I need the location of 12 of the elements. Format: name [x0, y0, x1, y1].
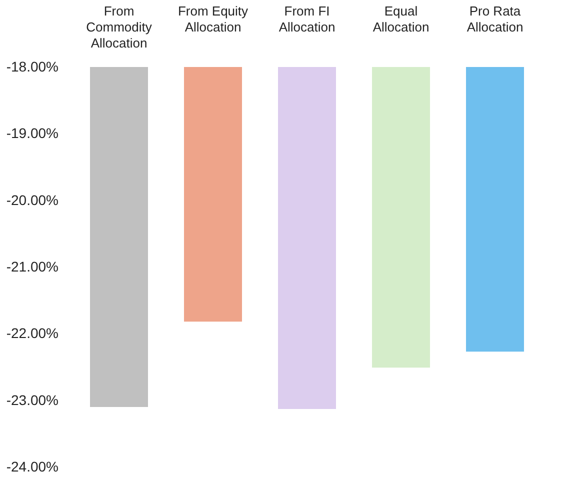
y-tick-label: -20.00% [6, 192, 58, 208]
x-tick-label: From Equity Allocation [178, 4, 249, 34]
y-tick-label: -18.00% [6, 58, 58, 74]
x-tick-label: Equal Allocation [372, 4, 430, 34]
x-tick-label: From Commodity Allocation [86, 4, 152, 50]
x-tick-label: Pro Rata Allocation [466, 4, 524, 34]
x-tick-label: From FI Allocation [278, 4, 336, 34]
y-tick-label: -24.00% [6, 458, 58, 474]
y-tick-label: -22.00% [6, 325, 58, 342]
y-tick-label: -19.00% [6, 125, 58, 142]
y-tick-label: -23.00% [6, 392, 58, 408]
y-tick-label: -21.00% [6, 258, 58, 274]
